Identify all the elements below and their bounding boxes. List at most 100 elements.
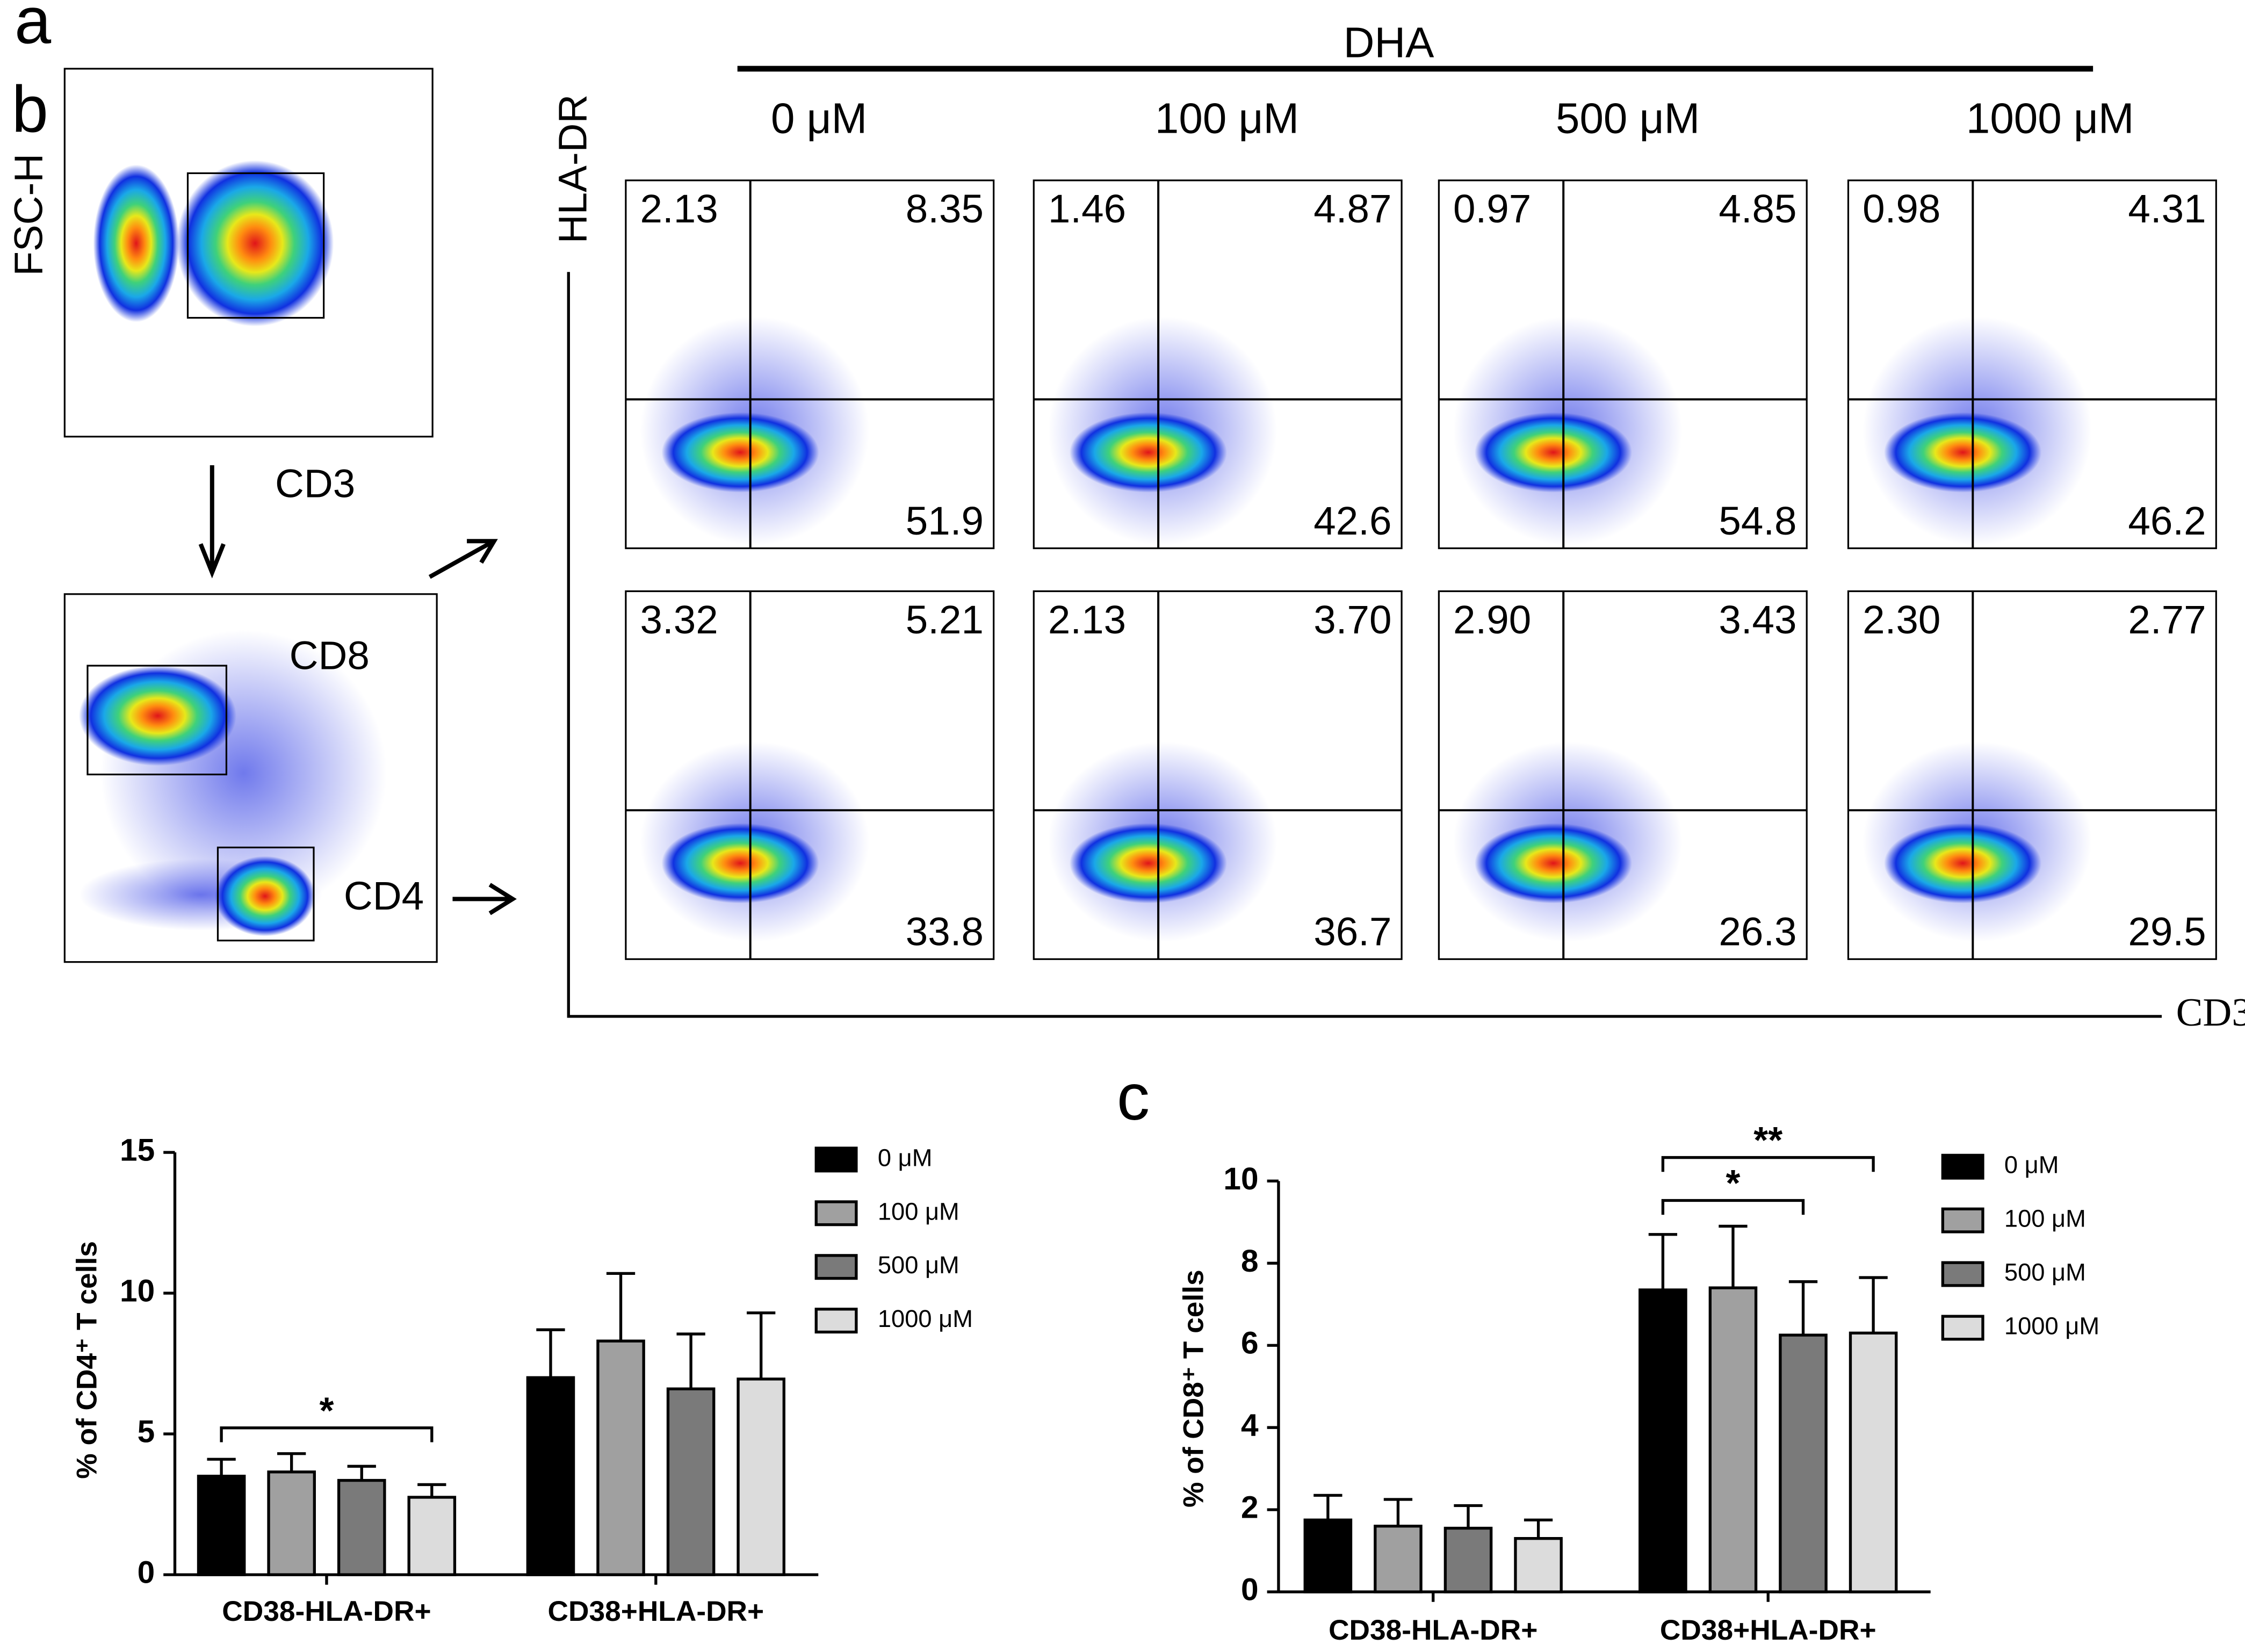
error-bar	[1859, 1276, 1888, 1333]
error-bar	[676, 1332, 705, 1389]
legend-label: 100 μM	[2004, 1205, 2086, 1232]
bar	[1779, 1333, 1828, 1593]
gate-label: CD4	[344, 873, 424, 918]
significance-label: *	[319, 1389, 334, 1431]
quadrant-value: 29.5	[2128, 909, 2206, 954]
bar	[1443, 1526, 1493, 1593]
quadrant-value: 8.35	[906, 186, 984, 231]
legend-label: 500 μM	[878, 1251, 959, 1279]
y-tick-label: 8	[1241, 1244, 1259, 1279]
bar	[407, 1496, 457, 1576]
y-tick-label: 4	[1241, 1408, 1259, 1443]
gating-plot	[63, 593, 438, 963]
quadrant-value: 33.8	[906, 909, 984, 954]
significance-label: **	[1753, 1119, 1782, 1161]
quadrant-value: 5.21	[906, 597, 984, 642]
density	[1069, 412, 1228, 493]
bar	[596, 1339, 645, 1576]
bar	[1638, 1288, 1687, 1593]
y-tick-label: 0	[1241, 1572, 1259, 1607]
density	[176, 160, 334, 327]
quadrant-value: 2.77	[2128, 597, 2206, 642]
quadrant-value: 2.90	[1453, 597, 1531, 642]
quadrant-value: 36.7	[1313, 909, 1391, 954]
error-bar	[207, 1458, 236, 1476]
significance-bracket	[1661, 1199, 1805, 1215]
density	[215, 856, 315, 936]
flow-plot	[1847, 179, 2217, 550]
quadrant-value: 0.97	[1453, 186, 1531, 231]
y-tick-label: 5	[138, 1415, 155, 1449]
x-tick-label: CD38+HLA-DR+	[547, 1596, 764, 1627]
legend-label: 500 μM	[2004, 1259, 2086, 1286]
density	[1069, 823, 1228, 904]
legend-label: 1000 μM	[878, 1305, 973, 1332]
axis-label: CD38	[2176, 991, 2245, 1035]
significance-label: *	[1726, 1162, 1740, 1204]
legend-swatch	[814, 1146, 858, 1173]
quadrant-value: 2.13	[640, 186, 718, 231]
bar	[526, 1376, 575, 1576]
legend-swatch	[814, 1200, 858, 1227]
flow-plot	[1847, 590, 2217, 960]
x-tick-label: CD38+HLA-DR+	[1660, 1614, 1876, 1646]
gate-label: CD8	[290, 632, 370, 677]
error-bar	[1454, 1504, 1483, 1528]
y-tick-label: 2	[1241, 1490, 1259, 1525]
panel-label: c	[1117, 1060, 1150, 1134]
treatment-label: DHA	[1344, 18, 1434, 66]
bar	[737, 1377, 785, 1576]
bar	[1303, 1518, 1353, 1593]
bar	[1849, 1331, 1898, 1593]
error-bar	[606, 1272, 636, 1341]
legend-swatch	[814, 1254, 858, 1280]
error-bar	[1524, 1518, 1553, 1539]
error-bar	[1788, 1280, 1818, 1336]
quadrant-value: 4.85	[1719, 186, 1796, 231]
legend-swatch	[1941, 1261, 1984, 1287]
x-tick-label: CD38-HLA-DR+	[222, 1596, 431, 1627]
x-tick-label: CD38-HLA-DR+	[1329, 1614, 1537, 1646]
y-axis-label: % of CD8⁺ T cells	[1178, 1269, 1209, 1507]
quadrant-value: 26.3	[1719, 909, 1796, 954]
y-tick-label: 10	[120, 1274, 155, 1309]
legend-swatch	[1941, 1207, 1984, 1233]
gating-plot	[63, 68, 434, 438]
legend-label: 0 μM	[2004, 1151, 2059, 1179]
axis-label: HLA-DR	[550, 95, 595, 244]
quadrant-value: 46.2	[2128, 498, 2206, 543]
error-bar	[1719, 1224, 1748, 1288]
density	[78, 666, 237, 766]
bar	[666, 1387, 716, 1576]
flow-plot	[1438, 590, 1808, 960]
density	[1475, 823, 1633, 904]
bar	[1708, 1286, 1758, 1593]
gate	[186, 172, 325, 319]
error-bar	[1383, 1498, 1413, 1526]
axis-label: FSC-H	[6, 154, 51, 276]
y-axis-label: % of CD4⁺ T cells	[71, 1241, 103, 1479]
flow-plot	[625, 590, 995, 960]
y-tick-label: 15	[120, 1133, 155, 1168]
axis-label: CD3	[275, 461, 355, 506]
axes	[567, 272, 2162, 1018]
concentration-label: 100 μM	[1155, 95, 1299, 142]
quadrant-value: 2.30	[1863, 597, 1940, 642]
error-bar	[1648, 1233, 1678, 1290]
arrow	[198, 465, 226, 579]
bar	[1514, 1537, 1563, 1593]
flow-plot	[625, 179, 995, 550]
panel-label: b	[12, 73, 48, 146]
density	[1884, 823, 2042, 904]
concentration-label: 1000 μM	[1966, 95, 2134, 142]
flow-plot	[1438, 179, 1808, 550]
quadrant-value: 4.31	[2128, 186, 2206, 231]
legend-swatch	[1941, 1315, 1984, 1341]
quadrant-value: 1.46	[1048, 186, 1126, 231]
error-bar	[747, 1311, 776, 1379]
y-tick-label: 6	[1241, 1326, 1259, 1361]
gate	[86, 665, 228, 776]
density	[661, 823, 819, 904]
panel-label: a	[15, 0, 52, 57]
